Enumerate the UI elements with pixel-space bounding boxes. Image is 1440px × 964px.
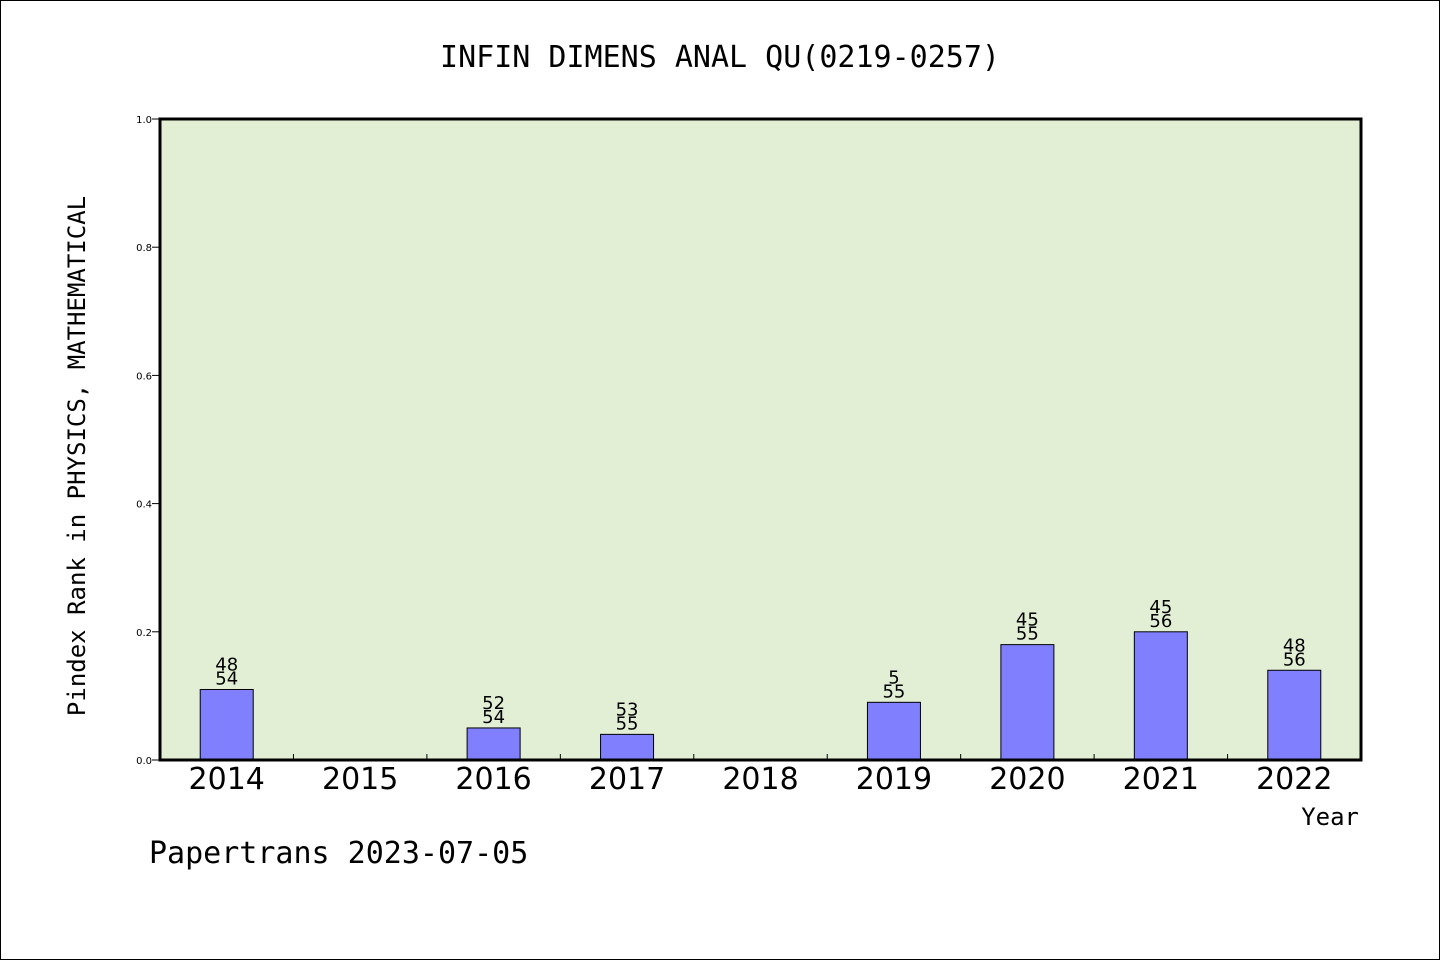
plot-border (158, 117, 1363, 762)
bar-total-label: 55 (882, 681, 905, 702)
bar-total-label: 55 (616, 713, 639, 734)
bar-rank-label: 48 (215, 654, 238, 675)
y-tick-label: 0.8 (136, 243, 152, 254)
bar (866, 701, 921, 761)
x-tick-label: 2015 (322, 762, 398, 797)
x-tick-label: 2020 (989, 762, 1065, 797)
bar (600, 733, 655, 761)
x-tick-label: 2019 (856, 762, 932, 797)
y-tick-label: 0.6 (136, 371, 152, 382)
bar (1133, 631, 1188, 761)
x-axis: 2014 2015 2016 2017 2018 2019 2020 2021 2022 (189, 754, 1332, 797)
y-axis: 0.0 0.2 0.4 0.6 0.8 1.0 (136, 115, 160, 767)
x-tick-label: 2021 (1123, 762, 1199, 797)
bar-rank-label: 48 (1283, 635, 1306, 656)
bar-total-label: 55 (1016, 624, 1039, 645)
bar-rank-label: 53 (616, 699, 639, 720)
y-tick-label: 0.0 (136, 756, 152, 767)
x-tick-label: 2018 (722, 762, 798, 797)
bar-total-label: 56 (1149, 611, 1172, 632)
bar-rank-label: 45 (1149, 597, 1172, 618)
x-tick-label: 2022 (1256, 762, 1332, 797)
x-tick-label: 2016 (455, 762, 531, 797)
x-axis-label: Year (1301, 803, 1359, 831)
y-tick-label: 0.2 (136, 628, 152, 639)
bar-rank-label: 52 (482, 693, 505, 714)
chart-title: INFIN DIMENS ANAL QU(0219-0257) (440, 40, 1000, 75)
bar-total-label: 54 (215, 668, 238, 689)
bar (199, 688, 254, 761)
y-tick-label: 0.4 (136, 500, 152, 511)
x-tick-label: 2014 (189, 762, 265, 797)
bar-rank-label: 45 (1016, 610, 1039, 631)
footer-credit: Papertrans 2023-07-05 (149, 836, 528, 871)
bar (1267, 669, 1322, 761)
bar-total-label: 56 (1283, 649, 1306, 670)
y-tick-label: 1.0 (136, 115, 152, 126)
bar-rank-label: 5 (888, 667, 899, 688)
bar (466, 727, 521, 761)
y-axis-label: Pindex Rank in PHYSICS, MATHEMATICAL (63, 196, 91, 716)
x-tick-label: 2017 (589, 762, 665, 797)
bar-total-label: 54 (482, 707, 505, 728)
bar (1000, 644, 1055, 761)
